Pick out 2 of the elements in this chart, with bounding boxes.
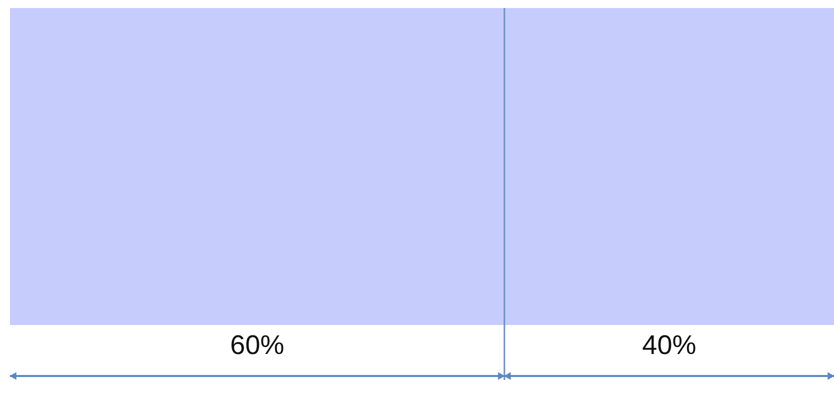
data-label: 60% [230, 330, 284, 360]
data-label: 40% [642, 330, 696, 360]
